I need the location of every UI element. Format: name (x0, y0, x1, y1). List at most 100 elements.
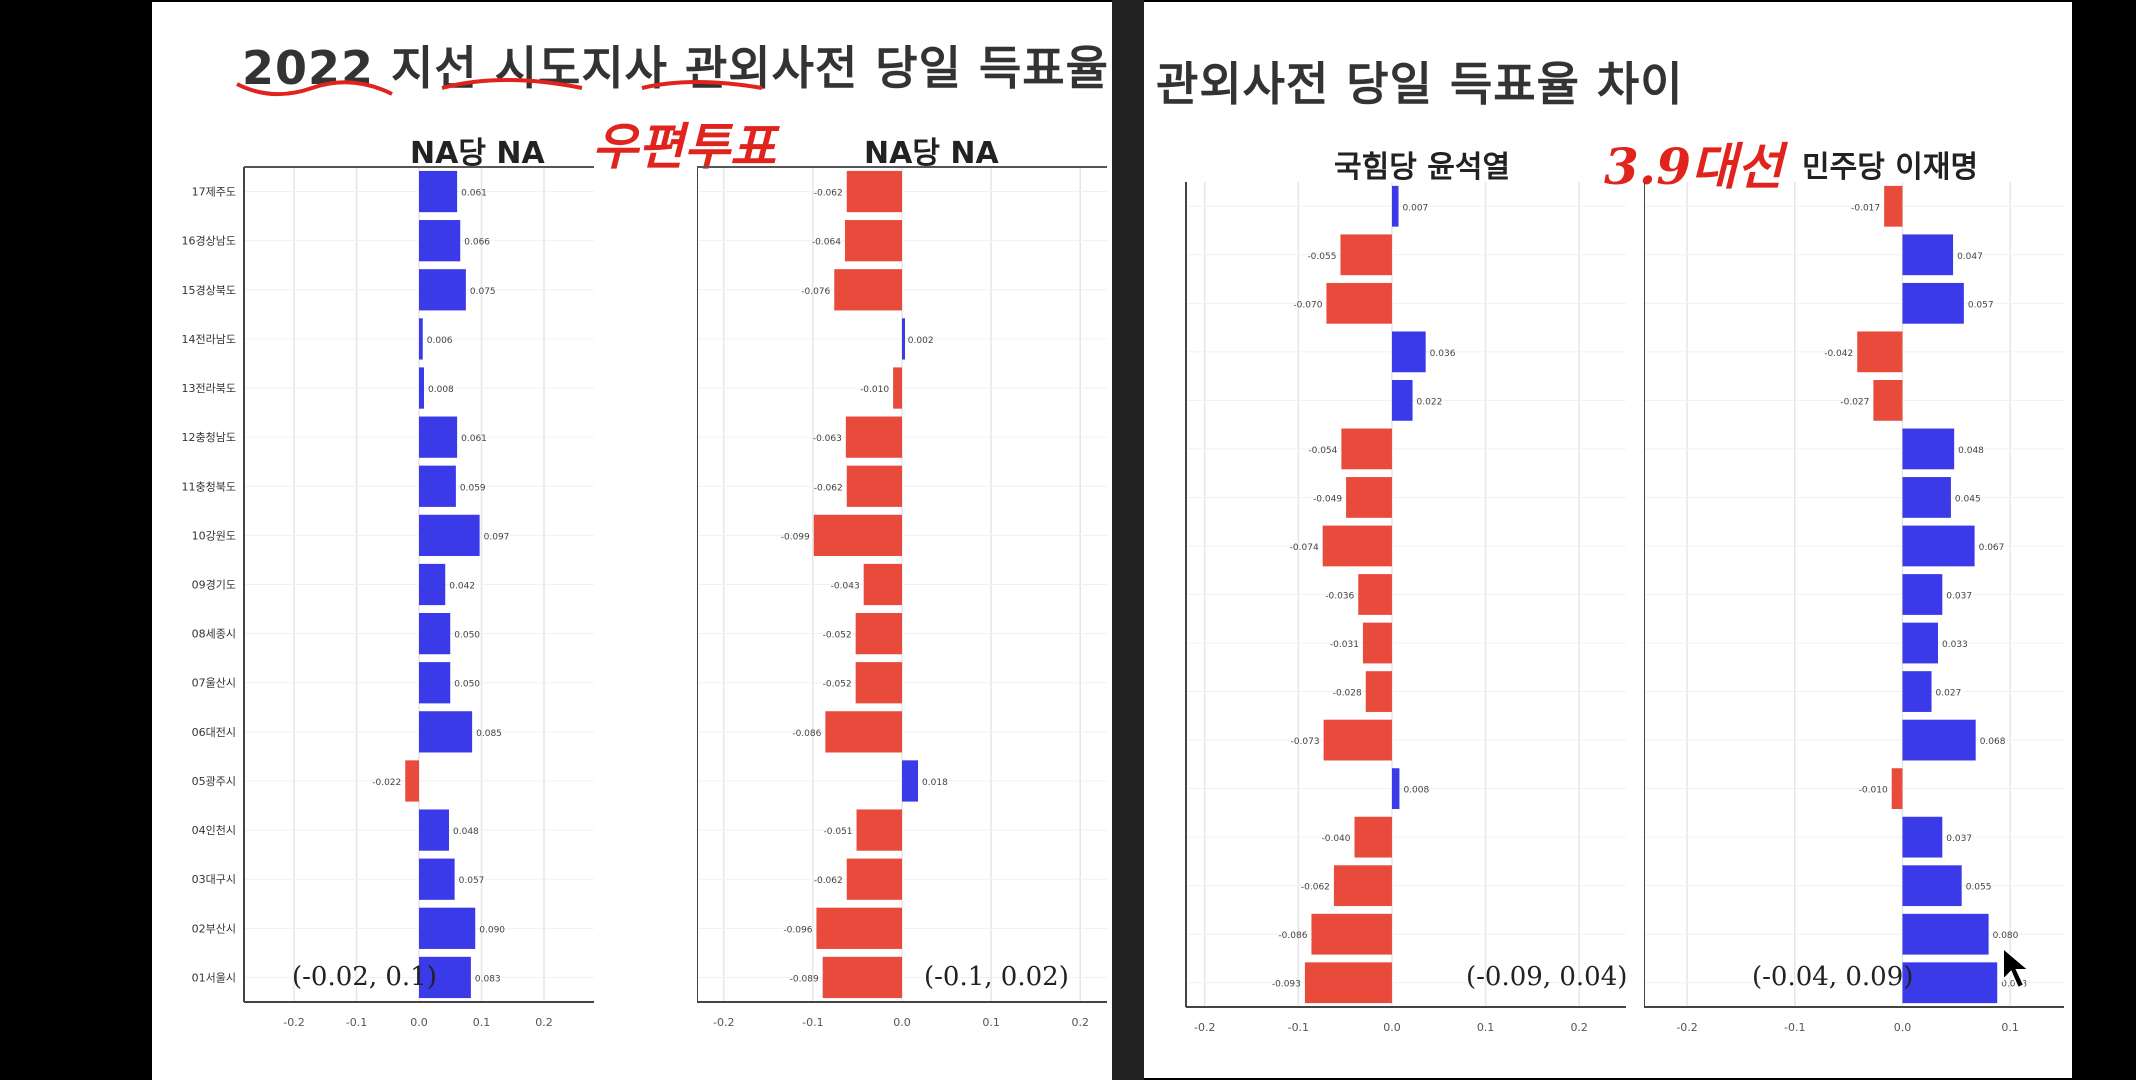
bar-value-label: 0.047 (1957, 252, 1983, 262)
bar-value-label: -0.099 (781, 532, 810, 542)
bar (1902, 671, 1932, 712)
category-label: 12충청남도 (182, 431, 236, 444)
bar (846, 858, 902, 900)
x-tick-label: 0.2 (535, 1016, 553, 1029)
bar (1391, 768, 1400, 809)
bar-value-label: -0.076 (801, 287, 830, 297)
bar (405, 760, 419, 802)
bar (902, 760, 919, 802)
bar (419, 612, 451, 655)
bar-value-label: 0.027 (1936, 689, 1962, 699)
bar (1341, 428, 1392, 470)
x-tick-label: 0.1 (473, 1016, 491, 1029)
bar-value-label: -0.093 (1272, 980, 1301, 990)
bar-value-label: 0.033 (1942, 640, 1968, 650)
bar (1326, 282, 1392, 324)
x-tick-label: -0.2 (1676, 1021, 1697, 1034)
x-tick-label: 0.1 (1477, 1021, 1495, 1034)
category-label: 02부산시 (192, 922, 236, 935)
bar (1902, 525, 1975, 567)
x-tick-label: -0.1 (1288, 1021, 1309, 1034)
bar (1333, 865, 1392, 907)
bar (1902, 428, 1955, 470)
bar-value-label: -0.010 (860, 385, 889, 395)
chart-3-plot: -0.2 -0.1 0.0 0.1 0.2 0.007 -0.055 -0.070 0.036 0… (1185, 182, 1626, 1034)
bar (1365, 671, 1392, 712)
bar-value-label: 0.042 (449, 582, 475, 592)
chart-4-range-annotation: (-0.04, 0.09) (1752, 962, 1914, 992)
bar-value-label: 0.002 (908, 336, 934, 346)
category-label: 17제주도 (192, 186, 236, 199)
bar-value-label: -0.054 (1308, 446, 1337, 456)
x-tick-label: 0.0 (1894, 1021, 1912, 1034)
bar-value-label: 0.050 (454, 680, 480, 690)
bar (1873, 380, 1903, 421)
bar (825, 711, 902, 753)
bar-value-label: 0.083 (475, 974, 501, 984)
bar-value-label: 0.037 (1946, 834, 1972, 844)
panel-divider (1112, 0, 1144, 1080)
bar-value-label: 0.097 (484, 532, 510, 542)
x-tick-label: -0.2 (283, 1016, 304, 1029)
bar (893, 367, 902, 409)
left-panel-title: 2022 지선 시도지사 관외사전 당일 득표율 차이 (242, 41, 1112, 95)
bar-value-label: 0.080 (1993, 931, 2019, 941)
category-label: 05광주시 (192, 775, 236, 788)
bar (1902, 622, 1938, 664)
bar (1340, 234, 1392, 276)
bar-value-label: -0.028 (1333, 689, 1362, 699)
chart-4-plot: -0.2 -0.1 0.0 0.1 -0.017 0.047 0.057 -0.042 -0.0… (1644, 182, 2064, 1034)
category-label: 11충청북도 (182, 480, 236, 493)
bar-value-label: 0.048 (1958, 446, 1984, 456)
bar-value-label: 0.066 (464, 238, 490, 248)
mouse-cursor-icon (2002, 946, 2032, 990)
bar (419, 416, 458, 458)
bar-value-label: -0.063 (813, 434, 842, 444)
bar (1358, 574, 1392, 615)
bar (419, 563, 446, 606)
category-label: 13전라북도 (182, 382, 236, 395)
bar (419, 318, 423, 360)
right-panel-title: 관외사전 당일 득표율 차이 (1156, 57, 1684, 111)
x-tick-label: 0.0 (410, 1016, 428, 1029)
category-label: 14전라남도 (182, 333, 236, 346)
category-label: 06대전시 (192, 726, 236, 739)
bar (1902, 816, 1943, 858)
bar (1323, 719, 1392, 761)
chart-4-title: 민주당 이재명 (1802, 150, 1979, 185)
bar (846, 170, 902, 213)
chart-1-title: NA당 NA (410, 136, 545, 171)
category-label: 15경상북도 (182, 284, 236, 297)
bar (1322, 525, 1392, 567)
bar-value-label: 0.006 (427, 336, 453, 346)
bar-value-label: -0.062 (814, 483, 843, 493)
bar-value-label: -0.031 (1330, 640, 1359, 650)
bar-value-label: 0.088 (2001, 980, 2027, 990)
bar-value-label: -0.062 (1301, 883, 1330, 893)
bar (419, 907, 476, 949)
bar (419, 662, 451, 704)
bar-value-label: -0.086 (1278, 931, 1307, 941)
handwritten-note-election: 3.9대선 (1604, 137, 1783, 196)
x-tick-label: 0.1 (2001, 1021, 2019, 1034)
bar-value-label: 0.059 (460, 483, 486, 493)
bar-value-label: 0.007 (1403, 203, 1429, 213)
x-tick-label: -0.2 (713, 1016, 734, 1029)
bar (419, 711, 473, 753)
bar-value-label: -0.040 (1321, 834, 1350, 844)
bar-value-label: -0.022 (372, 778, 401, 788)
bar-value-label: 0.008 (1403, 786, 1429, 796)
bar (419, 170, 458, 213)
bar-value-label: 0.085 (476, 729, 502, 739)
bar-value-label: -0.070 (1293, 300, 1322, 310)
bar-value-label: -0.055 (1307, 252, 1336, 262)
bar (813, 514, 902, 557)
category-label: 03대구시 (192, 873, 236, 886)
bar-value-label: -0.017 (1851, 203, 1880, 213)
bar (844, 220, 902, 262)
chart-1-range-annotation: (-0.02, 0.1) (292, 962, 437, 992)
left-panel: 2022 지선 시도지사 관외사전 당일 득표율 차이 우편투표 NA당 NA … (152, 2, 1112, 1080)
bar (856, 809, 902, 851)
bar (1362, 622, 1392, 664)
bar-value-label: -0.010 (1859, 786, 1888, 796)
